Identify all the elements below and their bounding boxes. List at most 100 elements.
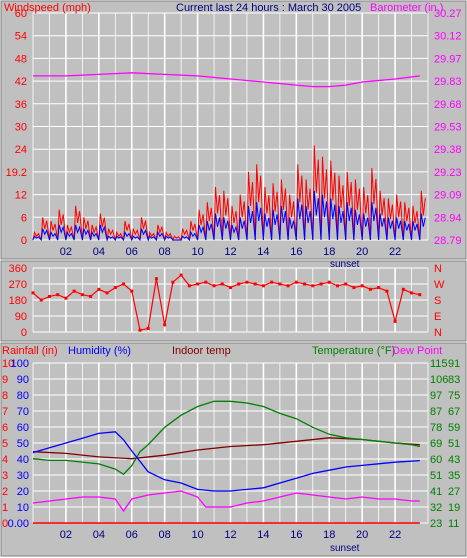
wind-x-tick: 20 bbox=[356, 246, 368, 258]
humidity-y-tick: 10 bbox=[17, 502, 29, 514]
sunset-label-bottom: sunset bbox=[330, 543, 360, 554]
wind-x-tick: 06 bbox=[126, 246, 138, 258]
barometer-y-tick: 29.23 bbox=[434, 167, 462, 179]
wind-y-tick: 42 bbox=[15, 76, 27, 88]
temperature-y-tick: 87 bbox=[430, 406, 442, 418]
direction-y-tick: 270 bbox=[9, 279, 27, 291]
humidity-y-tick: 80 bbox=[17, 390, 29, 402]
barometer-y-tick: 28.79 bbox=[434, 235, 462, 247]
chart-title: Current last 24 hours : March 30 2005 bbox=[176, 2, 361, 14]
wind-direction-point bbox=[410, 291, 414, 295]
tick-label-layer: 061219.22430364248546028.7928.9429.0929.… bbox=[2, 8, 462, 541]
barometer-y-tick: 29.83 bbox=[434, 76, 462, 88]
temperature-y-tick: 97 bbox=[430, 390, 442, 402]
wind-direction-point bbox=[360, 284, 364, 288]
temperature-y-tick: 41 bbox=[430, 486, 442, 498]
wind-direction-point bbox=[154, 277, 158, 281]
temperature-panel bbox=[0, 342, 467, 557]
wind-direction-point bbox=[31, 291, 35, 295]
barometer-axis-title: Barometer (in.) bbox=[370, 2, 443, 14]
temperature-y-tick: 115 bbox=[430, 358, 448, 370]
dewpoint-y-tick: 67 bbox=[448, 406, 460, 418]
wind-direction-point bbox=[229, 286, 232, 290]
wind-direction-point bbox=[286, 284, 290, 288]
wind-direction-point bbox=[335, 284, 339, 288]
wind-y-tick: 30 bbox=[15, 122, 27, 134]
wind-direction-point bbox=[187, 284, 191, 288]
rainfall-y-tick: 7 bbox=[2, 406, 8, 418]
wind-x-tick: 08 bbox=[159, 246, 171, 258]
humidity-y-tick: 90 bbox=[17, 374, 29, 386]
dewpoint-y-tick: 83 bbox=[448, 374, 460, 386]
humidity-y-tick: 100 bbox=[11, 358, 29, 370]
wind-x-tick: 04 bbox=[93, 246, 105, 258]
dewpoint-y-tick: 11 bbox=[448, 518, 459, 530]
wind-direction-point bbox=[72, 289, 76, 293]
wind-direction-point bbox=[270, 280, 274, 284]
temperature-x-tick: 08 bbox=[159, 529, 171, 541]
dewpoint-y-tick: 59 bbox=[448, 422, 460, 434]
wind-direction-point bbox=[368, 287, 372, 291]
temperature-x-tick: 10 bbox=[191, 529, 203, 541]
wind-y-tick: 12 bbox=[15, 190, 27, 202]
wind-direction-point bbox=[47, 294, 51, 298]
rainfall-y-tick: 5 bbox=[2, 438, 8, 450]
dewpoint-y-tick: 51 bbox=[448, 438, 460, 450]
temperature-y-tick: 51 bbox=[430, 470, 442, 482]
direction-y-tick: 180 bbox=[9, 295, 27, 307]
wind-direction-point bbox=[245, 280, 249, 284]
wind-direction-point bbox=[261, 284, 265, 288]
temperature-y-tick: 60 bbox=[430, 454, 442, 466]
dewpoint-line bbox=[32, 490, 420, 513]
wind-x-tick: 10 bbox=[191, 246, 203, 258]
wind-x-tick: 16 bbox=[290, 246, 302, 258]
wind-direction-point bbox=[278, 282, 282, 286]
wind-direction-point bbox=[122, 282, 126, 286]
wind-x-tick: 12 bbox=[224, 246, 236, 258]
temperature-x-tick: 22 bbox=[389, 529, 401, 541]
compass-y-tick: E bbox=[434, 311, 441, 323]
rainfall-y-tick: 3 bbox=[2, 470, 8, 482]
rainfall-y-tick: 0 bbox=[2, 518, 8, 530]
compass-y-tick: N bbox=[434, 327, 442, 339]
wind-direction-point bbox=[64, 296, 68, 300]
wind-direction-point bbox=[113, 286, 117, 290]
barometer-y-tick: 29.53 bbox=[434, 122, 462, 134]
wind-direction-point bbox=[56, 293, 60, 297]
wind-direction-point bbox=[171, 280, 175, 284]
wind-x-tick: 18 bbox=[323, 246, 335, 258]
direction-panel bbox=[0, 260, 467, 342]
wind-y-tick: 0 bbox=[21, 235, 27, 247]
wind-direction-point bbox=[163, 323, 167, 327]
dewpoint-y-tick: 35 bbox=[448, 470, 460, 482]
wind-x-tick: 22 bbox=[389, 246, 401, 258]
dewpoint-y-tick: 27 bbox=[448, 486, 460, 498]
wind-direction-point bbox=[212, 284, 216, 288]
rainfall-axis-title: Rainfall (in) bbox=[2, 345, 58, 357]
wind-y-tick: 48 bbox=[15, 53, 27, 65]
wind-direction-point bbox=[39, 298, 43, 302]
wind-direction-point bbox=[377, 286, 381, 290]
rainfall-y-tick: 2 bbox=[2, 486, 8, 498]
wind-y-tick: 60 bbox=[15, 8, 27, 20]
wind-direction-point bbox=[327, 280, 331, 284]
wind-axis-title: Windspeed (mph) bbox=[4, 2, 91, 14]
rainfall-y-tick: 10 bbox=[2, 358, 14, 370]
temperature-line bbox=[32, 400, 420, 476]
humidity-line bbox=[32, 431, 420, 492]
temperature-y-tick: 106 bbox=[430, 374, 448, 386]
wind-direction-point bbox=[138, 328, 142, 332]
wind-direction-point bbox=[237, 282, 241, 286]
wind-y-tick: 24 bbox=[15, 144, 27, 156]
temperature-x-tick: 16 bbox=[290, 529, 302, 541]
dewpoint-y-tick: 91 bbox=[448, 358, 460, 370]
barometer-y-tick: 29.97 bbox=[434, 53, 462, 65]
humidity-y-tick: 20 bbox=[17, 486, 29, 498]
direction-y-tick: 90 bbox=[15, 311, 27, 323]
wind-y-tick: 6 bbox=[21, 212, 27, 224]
wind-direction-point bbox=[220, 282, 224, 286]
compass-y-tick: W bbox=[434, 279, 445, 291]
barometer-y-tick: 29.68 bbox=[434, 99, 462, 111]
